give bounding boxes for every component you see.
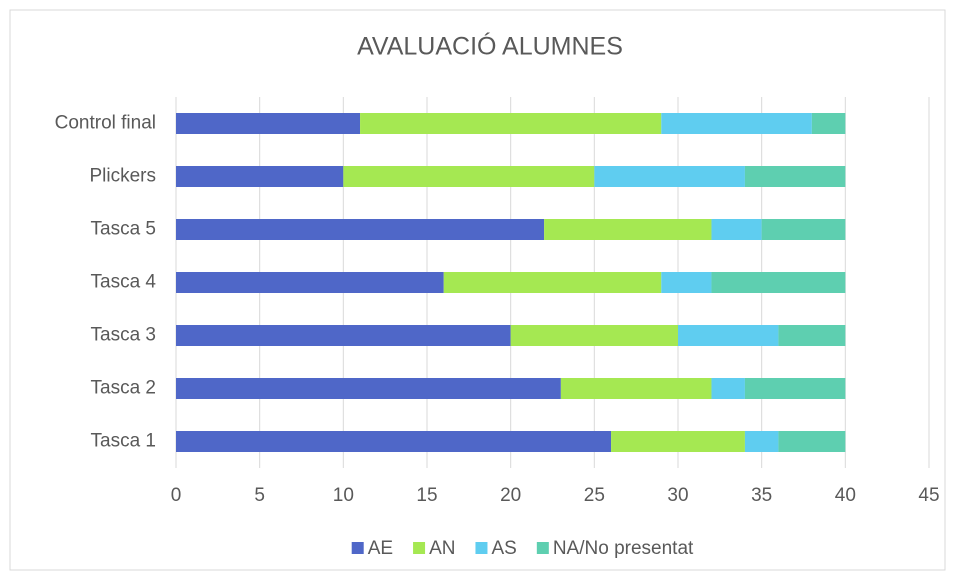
legend-label: AN bbox=[429, 538, 455, 559]
legend-label: NA/No presentat bbox=[553, 538, 694, 559]
legend-swatch bbox=[413, 542, 426, 554]
bar-segment bbox=[360, 113, 662, 134]
bar-segment bbox=[176, 325, 511, 346]
y-tick-label: Control final bbox=[55, 113, 156, 134]
bar-segment bbox=[343, 166, 595, 187]
y-tick-label: Tasca 5 bbox=[91, 219, 156, 240]
y-tick-label: Tasca 2 bbox=[91, 378, 156, 399]
x-tick-label: 15 bbox=[416, 485, 437, 506]
y-tick-label: Tasca 1 bbox=[91, 431, 156, 452]
bar-segment bbox=[176, 166, 344, 187]
y-tick-label: Tasca 4 bbox=[91, 272, 157, 293]
bar-segment bbox=[661, 113, 812, 134]
bar-segment bbox=[560, 378, 712, 399]
bar-segment bbox=[744, 378, 846, 399]
bar-segment bbox=[711, 272, 846, 293]
chart-title: AVALUACIÓ ALUMNES bbox=[357, 32, 623, 61]
x-tick-label: 45 bbox=[918, 485, 939, 506]
x-tick-label: 5 bbox=[254, 485, 265, 506]
bar-segment bbox=[510, 325, 678, 346]
bar-segment bbox=[744, 431, 779, 452]
bar-segment bbox=[176, 378, 561, 399]
bar-segment bbox=[544, 219, 712, 240]
x-tick-label: 30 bbox=[667, 485, 688, 506]
bar-segment bbox=[176, 219, 545, 240]
x-tick-label: 20 bbox=[500, 485, 521, 506]
bar-segment bbox=[761, 219, 846, 240]
bar-segment bbox=[443, 272, 662, 293]
bar-segment bbox=[176, 113, 361, 134]
bar-segment bbox=[778, 431, 846, 452]
x-tick-label: 10 bbox=[333, 485, 354, 506]
legend-swatch bbox=[536, 542, 549, 554]
x-tick-label: 25 bbox=[584, 485, 605, 506]
x-tick-label: 0 bbox=[171, 485, 182, 506]
legend-label: AE bbox=[368, 538, 393, 559]
x-tick-label: 35 bbox=[751, 485, 772, 506]
y-tick-label: Tasca 3 bbox=[91, 325, 156, 346]
bar-segment bbox=[176, 431, 612, 452]
bar-segment bbox=[711, 378, 745, 399]
bar-segment bbox=[678, 325, 779, 346]
bar-segment bbox=[611, 431, 745, 452]
bar-segment bbox=[811, 113, 846, 134]
x-tick-label: 40 bbox=[835, 485, 856, 506]
bar-segment bbox=[778, 325, 846, 346]
legend-swatch bbox=[475, 542, 488, 554]
bar-segment bbox=[594, 166, 745, 187]
legend-label: AS bbox=[491, 538, 516, 559]
bar-segment bbox=[744, 166, 846, 187]
y-tick-label: Plickers bbox=[89, 166, 156, 187]
bar-segment bbox=[661, 272, 712, 293]
legend-swatch bbox=[351, 542, 364, 554]
bar-segment bbox=[176, 272, 444, 293]
bar-segment bbox=[711, 219, 762, 240]
